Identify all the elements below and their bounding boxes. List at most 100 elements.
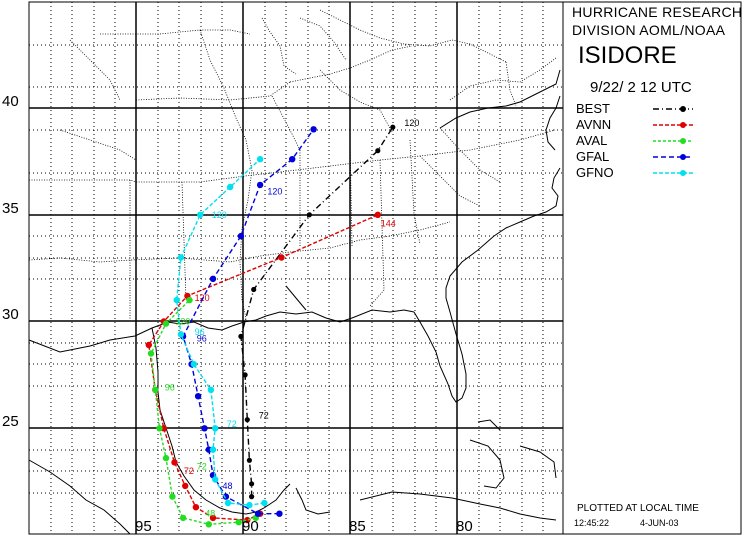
track-point-best-0 (249, 494, 255, 500)
legend-marker-best (680, 106, 686, 112)
track-point-gfal-12 (289, 156, 296, 163)
track-point-best-1 (249, 481, 255, 487)
hour-label-aval-0: 48 (205, 509, 215, 519)
state-borders (28, 9, 557, 320)
org-line-1: HURRICANE RESEARCH (572, 4, 743, 20)
hour-label-best-0: 72 (259, 410, 269, 420)
plot-date: 4-JUN-03 (640, 518, 679, 528)
track-point-best-3 (244, 417, 250, 423)
org-line-2: DIVISION AOML/NOAA (572, 22, 726, 38)
lat-label-25: 25 (2, 413, 19, 430)
hour-label-avnn-1: 120 (195, 293, 210, 303)
lon-label-85: 85 (349, 518, 366, 535)
hour-label-avnn-2: 144 (381, 218, 396, 228)
track-point-best-9 (390, 124, 396, 130)
hour-label-gfno-0: 72 (227, 419, 237, 429)
datetime: 9/22/ 2 12 UTC (590, 79, 692, 96)
track-point-gfno-11 (197, 211, 204, 218)
track-best (240, 126, 394, 497)
track-point-gfal-9 (209, 275, 217, 282)
hour-label-gfal-0: 48 (223, 481, 233, 491)
track-point-aval-2 (205, 521, 212, 528)
lon-axis: 95 90 85 80 (135, 518, 473, 535)
hour-label-gfno-1: 96 (195, 327, 205, 337)
plotted-note: PLOTTED AT LOCAL TIME (577, 503, 699, 514)
map-frame (28, 1, 564, 535)
lat-label-40: 40 (2, 93, 19, 110)
track-point-avnn-1 (244, 516, 251, 524)
track-point-gfno-6 (207, 386, 215, 393)
graticule-dotted (29, 2, 563, 534)
track-point-gfno-9 (173, 296, 180, 304)
hour-label-avnn-0: 72 (184, 466, 194, 476)
lat-axis: 40 35 30 25 (2, 93, 19, 430)
hour-label-aval-2: 72 (197, 462, 207, 472)
track-point-avnn-5 (171, 459, 178, 466)
track-point-aval-8 (147, 350, 155, 357)
hour-label-best-1: 120 (404, 118, 419, 128)
hour-label-gfal-2: 120 (267, 186, 282, 196)
track-point-gfal-11 (256, 181, 264, 189)
track-point-gfal-1 (254, 510, 262, 517)
track-point-gfno-8 (177, 331, 185, 338)
legend-label-aval: AVAL (576, 133, 608, 148)
track-point-avnn-12 (374, 211, 381, 218)
track-point-avnn-4 (182, 482, 189, 490)
track-point-best-6 (251, 286, 257, 293)
track-point-gfal-13 (310, 126, 317, 133)
track-point-aval-7 (152, 386, 159, 393)
track-point-avnn-8 (145, 341, 152, 349)
track-point-avnn-2 (209, 514, 217, 522)
track-point-gfno-7 (190, 361, 197, 368)
track-point-aval-10 (186, 296, 193, 304)
track-point-best-7 (306, 212, 312, 218)
track-point-best-8 (375, 148, 381, 154)
track-point-gfno-5 (212, 425, 219, 432)
lat-label-30: 30 (2, 306, 19, 323)
track-point-gfal-2 (222, 493, 230, 500)
track-point-gfno-10 (177, 254, 185, 261)
track-point-aval-9 (162, 320, 170, 327)
track-point-aval-4 (169, 493, 176, 500)
hour-label-gfno-2: 120 (212, 210, 227, 220)
legend-marker-gfno (680, 170, 686, 176)
track-point-gfal-5 (201, 425, 208, 432)
legend-marker-avnn (680, 122, 686, 128)
track-gfal (182, 128, 315, 515)
track-point-gfno-13 (256, 156, 264, 163)
track-point-gfno-12 (227, 183, 234, 191)
track-point-best-5 (238, 333, 244, 339)
legend-label-gfno: GFNO (576, 165, 614, 180)
track-gfno (175, 158, 265, 506)
graticule-major (29, 2, 563, 534)
track-point-best-4 (242, 372, 248, 378)
track-point-gfal-0 (276, 510, 283, 517)
forecast-tracks: 72 120 72 120 144 48 96 72 120 48 96 120 72 96 120 (145, 118, 419, 528)
legend-marker-gfal (680, 154, 686, 160)
track-point-gfal-6 (194, 393, 202, 400)
track-point-gfno-2 (224, 499, 232, 507)
track-point-aval-6 (156, 425, 163, 432)
hour-label-gfal-1: 96 (197, 334, 207, 344)
lat-label-35: 35 (2, 200, 19, 217)
legend-marker-aval (680, 138, 686, 144)
hour-label-aval-1: 96 (165, 383, 175, 393)
track-point-avnn-11 (278, 254, 285, 261)
track-point-gfno-4 (209, 446, 217, 453)
track-point-gfno-0 (261, 499, 268, 507)
track-point-avnn-3 (192, 504, 200, 511)
plot-time: 12:45:22 (574, 518, 610, 528)
coastline (28, 69, 561, 535)
lon-label-95: 95 (135, 518, 152, 535)
hour-label-aval-3: 120 (175, 317, 190, 327)
legend-panel-frame (562, 1, 742, 535)
track-point-gfno-3 (212, 476, 219, 483)
legend-label-best: BEST (576, 101, 610, 116)
legend-label-gfal: GFAL (576, 149, 610, 164)
track-point-gfal-10 (237, 232, 245, 240)
track-point-aval-1 (235, 519, 242, 526)
legend-samples (653, 106, 693, 176)
track-point-best-2 (246, 457, 252, 463)
track-point-gfno-1 (246, 501, 253, 509)
